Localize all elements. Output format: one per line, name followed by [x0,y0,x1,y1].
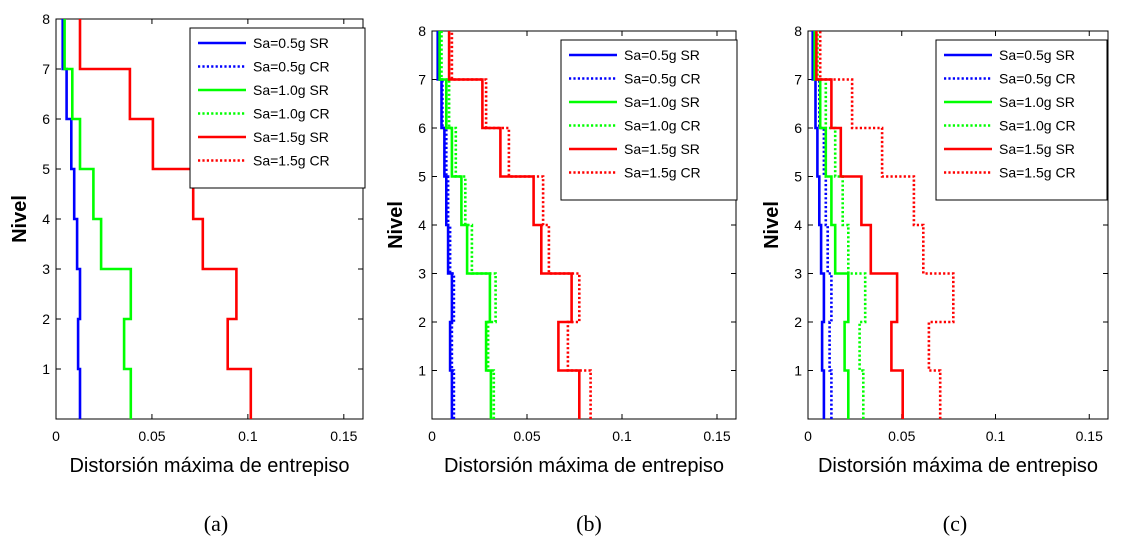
x-axis-label: Distorsión máxima de entrepiso [444,455,724,477]
y-tick-label: 7 [794,72,802,88]
chart-panel: 0 0.05 0.1 0.15 1 2 3 4 5 6 7 8 Sa=0.5g SR Sa=0.5g CR… [9,11,366,536]
y-tick-label: 8 [418,23,426,39]
y-tick-label: 2 [418,314,426,330]
series-line [438,31,493,419]
series-line [816,31,867,419]
series-line [63,19,133,419]
legend-label: Sa=1.0g SR [253,82,329,98]
legend-label: Sa=0.5g SR [253,35,329,51]
legend-label: Sa=0.5g SR [624,47,700,63]
series-line [450,31,592,419]
x-tick-label: 0 [428,428,436,444]
x-tick-label: 0 [52,428,60,444]
y-tick-label: 5 [42,161,50,177]
x-tick-label: 0 [804,428,812,444]
y-tick-label: 3 [418,266,426,282]
x-tick-label: 0.15 [1076,428,1103,444]
x-axis-label: Distorsión máxima de entrepiso [69,455,349,477]
panel-label: (a) [204,511,228,536]
y-tick-label: 1 [794,363,802,379]
panel-label: (c) [943,511,967,536]
y-tick-label: 7 [42,61,50,77]
chart-panel: 0 0.05 0.1 0.15 1 2 3 4 5 6 7 8 Sa=0.5g SR Sa=0.5g CR… [385,23,738,536]
x-tick-label: 0.15 [703,428,730,444]
y-tick-label: 4 [794,217,802,233]
series-line [813,31,850,419]
panel-label: (b) [576,511,602,536]
series-line [437,31,456,419]
legend-box [189,27,366,189]
y-axis-label: Nivel [385,201,407,249]
legend-label: Sa=1.0g SR [999,94,1075,110]
y-axis-label: Nivel [761,201,783,249]
y-tick-label: 6 [794,120,802,136]
legend-label: Sa=0.5g CR [624,71,701,87]
legend-label: Sa=0.5g CR [253,59,330,75]
legend-label: Sa=1.0g CR [624,118,701,134]
legend-label: Sa=1.0g CR [999,118,1076,134]
x-tick-label: 0.1 [238,428,258,444]
legend-box [560,39,738,201]
y-tick-label: 8 [42,11,50,27]
legend-box [935,39,1108,201]
legend-label: Sa=0.5g CR [999,71,1076,87]
series-line [815,31,904,419]
x-axis-label: Distorsión máxima de entrepiso [818,455,1098,477]
legend-label: Sa=1.5g CR [253,153,330,169]
y-tick-label: 5 [418,169,426,185]
legend-label: Sa=1.5g SR [624,141,700,157]
y-tick-label: 3 [42,261,50,277]
x-tick-label: 0.1 [986,428,1006,444]
series-line [440,31,497,419]
y-tick-label: 1 [42,361,50,377]
y-tick-label: 6 [42,111,50,127]
series-line [447,31,581,419]
x-tick-label: 0.15 [330,428,357,444]
y-axis-label: Nivel [9,195,31,243]
legend-label: Sa=1.5g CR [999,165,1076,181]
series-line [61,19,82,419]
y-tick-label: 6 [418,120,426,136]
x-tick-label: 0.05 [513,428,540,444]
y-tick-label: 1 [418,363,426,379]
series-line [818,31,955,419]
y-tick-label: 5 [794,169,802,185]
y-tick-label: 4 [42,211,50,227]
legend-label: Sa=0.5g SR [999,47,1075,63]
y-tick-label: 4 [418,217,426,233]
y-tick-label: 3 [794,266,802,282]
series-line [78,19,253,419]
x-tick-label: 0.05 [138,428,165,444]
y-tick-label: 7 [418,72,426,88]
series-line [811,31,826,419]
legend-label: Sa=1.5g SR [999,141,1075,157]
y-tick-label: 2 [794,314,802,330]
legend: Sa=0.5g SR Sa=0.5g CR Sa=1.0g SR Sa=1.0g CR… [935,39,1108,201]
chart-panel: 0 0.05 0.1 0.15 1 2 3 4 5 6 7 8 Sa=0.5g SR Sa=0.5g CR… [761,23,1109,536]
legend: Sa=0.5g SR Sa=0.5g CR Sa=1.0g SR Sa=1.0g CR… [189,27,366,189]
legend-label: Sa=1.5g CR [624,165,701,181]
x-tick-label: 0.1 [612,428,632,444]
legend-label: Sa=1.0g CR [253,106,330,122]
legend-label: Sa=1.0g SR [624,94,700,110]
x-tick-label: 0.05 [888,428,915,444]
y-tick-label: 2 [42,311,50,327]
y-tick-label: 8 [794,23,802,39]
legend-label: Sa=1.5g SR [253,129,329,145]
legend: Sa=0.5g SR Sa=0.5g CR Sa=1.0g SR Sa=1.0g CR… [560,39,738,201]
